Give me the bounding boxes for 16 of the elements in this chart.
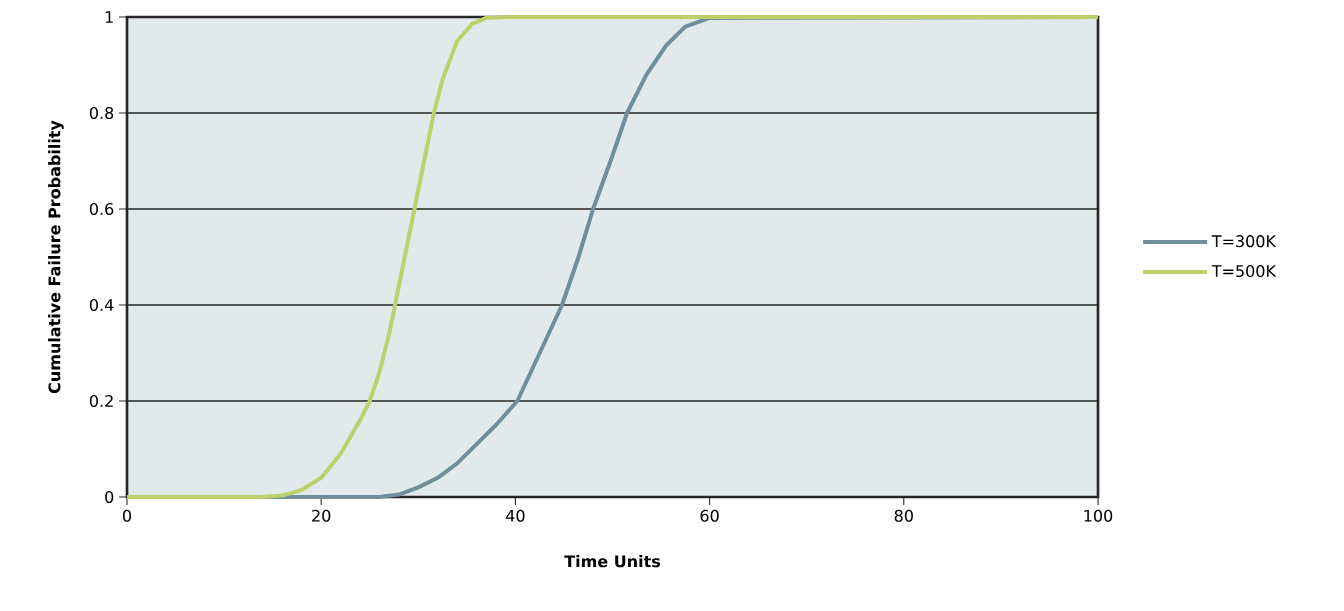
y-tick-label: 1 (105, 11, 113, 23)
x-tick-label: 60 (700, 509, 719, 522)
x-tick-label: 0 (122, 509, 132, 522)
y-tick-label: 0.4 (89, 298, 114, 312)
x-tick-label: 20 (312, 509, 331, 522)
legend-label: T=300K (1211, 235, 1277, 248)
y-axis-title: Cumulative Failure Probability (48, 120, 64, 394)
x-tick-label: 80 (894, 509, 913, 522)
x-axis-title: Time Units (564, 554, 661, 568)
legend-label: T=500K (1211, 265, 1277, 278)
x-tick-label: 40 (506, 509, 525, 522)
y-tick-label: 0.8 (89, 106, 114, 120)
y-tick-label: 0.2 (89, 394, 113, 408)
x-tick-label: 100 (1084, 509, 1113, 522)
y-tick-label: 0.6 (89, 202, 114, 216)
y-tick-label: 0 (105, 490, 114, 504)
